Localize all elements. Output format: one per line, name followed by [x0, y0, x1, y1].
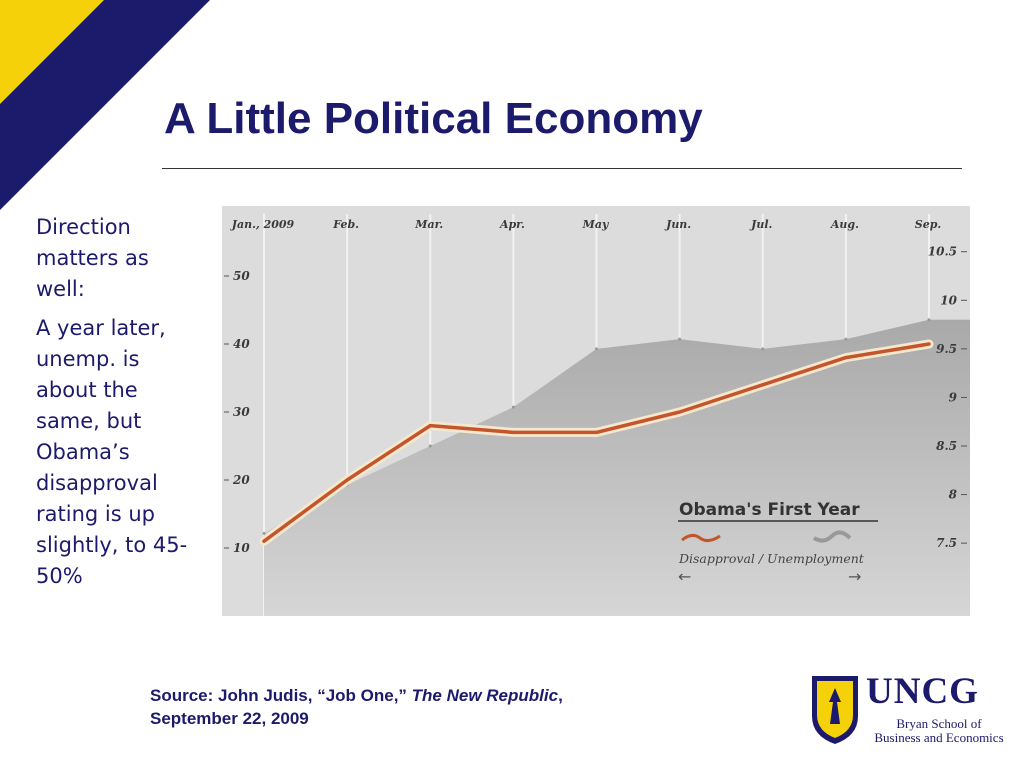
disapproval-point-6 [761, 383, 765, 387]
disapproval-point-7 [844, 356, 848, 360]
source-publication: The New Republic [411, 686, 559, 705]
shield-icon [812, 676, 858, 744]
left-tick-label: 20 [232, 473, 250, 487]
source-prefix: Source: John Judis, “Job One,” [150, 686, 412, 705]
unemployment-point-5 [678, 337, 682, 341]
unemployment-point-0 [262, 531, 266, 535]
left-tick-label: 40 [233, 337, 250, 351]
month-label: Jul. [749, 218, 772, 231]
disapproval-point-8 [927, 342, 931, 346]
logo-line-2: Business and Economics [874, 730, 1004, 745]
month-label: Apr. [499, 218, 525, 231]
chart-axis-labels: Jan., 2009 Feb. Mar. Apr. May Jun. Jul. Aug. Sep… [224, 218, 967, 555]
left-tick-label: 30 [233, 405, 250, 419]
month-label: Mar. [414, 218, 443, 231]
right-tick-label: 10.5 [928, 245, 957, 259]
uncg-logo: UNCG Bryan School of Business and Econom… [808, 672, 1004, 748]
source-suffix: , [558, 686, 563, 705]
corner-navy-band [0, 0, 210, 210]
source-citation: Source: John Judis, “Job One,” The New R… [150, 684, 563, 730]
approval-unemployment-chart: Jan., 2009 Feb. Mar. Apr. May Jun. Jul. Aug. Sep… [222, 206, 970, 616]
disapproval-point-1 [345, 478, 349, 482]
unemployment-area [264, 319, 970, 616]
disapproval-point-4 [595, 430, 598, 434]
disapproval-point-2 [428, 424, 432, 428]
left-tick-label: 10 [233, 541, 250, 555]
right-tick-label: 7.5 [936, 536, 957, 550]
right-tick-label: 8.5 [936, 439, 957, 453]
month-label: Jan., 2009 [230, 218, 295, 231]
unemployment-point-7 [844, 337, 848, 341]
corner-gold-band [0, 0, 104, 104]
legend-arrow-left: ← [678, 567, 691, 586]
legend-label: Disapproval / Unemployment [678, 551, 865, 566]
right-tick-label: 8 [949, 488, 958, 502]
sidebar-paragraph-1: Direction matters as well: [36, 215, 149, 301]
right-tick-label: 10 [940, 293, 957, 307]
month-label: Feb. [332, 218, 359, 231]
logo-wordmark: UNCG [866, 671, 979, 712]
legend-arrow-right: → [848, 567, 861, 586]
unemployment-area-group [262, 318, 970, 616]
unemployment-point-3 [511, 405, 515, 409]
right-tick-label: 9 [949, 390, 958, 404]
legend-swatch-unemployment [812, 530, 852, 543]
corner-decoration [0, 0, 210, 210]
disapproval-point-0 [262, 539, 266, 543]
month-label: Sep. [915, 218, 942, 231]
sidebar-text: Direction matters as well: A year later,… [36, 212, 188, 600]
logo-line-1: Bryan School of [896, 716, 982, 731]
source-date: September 22, 2009 [150, 709, 309, 728]
unemployment-point-2 [428, 444, 432, 448]
legend-swatch-disapproval [681, 533, 721, 543]
disapproval-point-3 [511, 430, 515, 434]
month-label: May [582, 218, 610, 231]
disapproval-point-5 [678, 410, 682, 414]
sidebar-paragraph-2: A year later, unemp. is about the same, … [36, 316, 188, 588]
title-divider [162, 168, 962, 169]
unemployment-point-8 [927, 318, 931, 322]
unemployment-point-6 [761, 347, 765, 351]
chart-legend: Obama's First Year Disapproval / Unemploy… [678, 500, 878, 586]
slide-title: A Little Political Economy [164, 94, 703, 143]
left-tick-label: 50 [233, 269, 250, 283]
legend-title: Obama's First Year [679, 500, 860, 520]
month-label: Jun. [664, 218, 691, 231]
month-label: Aug. [830, 218, 859, 231]
unemployment-point-4 [595, 347, 598, 351]
disapproval-line-group [259, 339, 934, 546]
right-tick-label: 9.5 [936, 342, 957, 356]
